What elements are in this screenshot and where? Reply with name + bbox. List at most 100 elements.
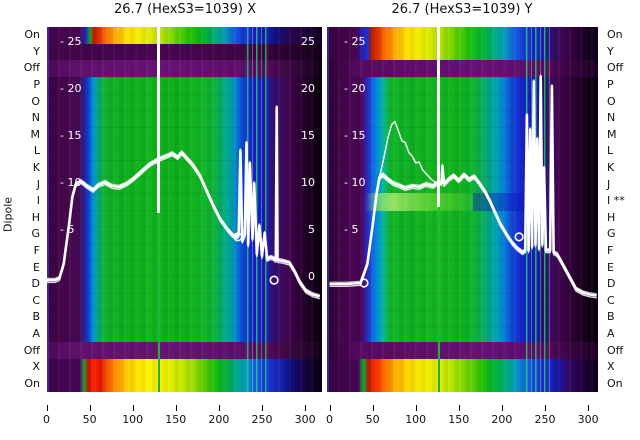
row-label: B xyxy=(32,310,40,324)
marker-circle xyxy=(269,275,279,285)
plot-title-left: 26.7 (HexS3=1039) X xyxy=(114,2,256,17)
row-label: M xyxy=(30,127,41,141)
x-tick-mark xyxy=(501,405,503,411)
inner-tick-label: - 25 xyxy=(344,35,366,48)
cursor-line-white xyxy=(437,27,440,207)
curve-path xyxy=(329,74,597,295)
marker-circle xyxy=(359,278,369,288)
inner-tick-label: - 15 xyxy=(344,129,366,142)
inner-tick-label: - 5 xyxy=(344,223,359,236)
heatmap-plot-y: - 25 - 20 - 15 - 10 - 5 xyxy=(327,27,598,392)
noise-stripe-zone xyxy=(247,27,269,392)
inner-tick-label: 20 xyxy=(301,82,315,95)
x-tick-label: 0 xyxy=(326,413,333,426)
x-tick-label: 0 xyxy=(43,413,50,426)
row-label: Off xyxy=(23,343,40,357)
x-tick-mark xyxy=(372,405,374,411)
row-label: Off xyxy=(607,61,624,75)
heatmap-bottom-stripe xyxy=(47,359,322,392)
row-label: K xyxy=(607,161,615,175)
x-tick-mark xyxy=(415,405,417,411)
inner-tick-label: 0 xyxy=(308,270,315,283)
row-label: I xyxy=(36,194,40,208)
x-tick-mark xyxy=(458,405,460,411)
row-label: A xyxy=(607,326,615,340)
row-label: B xyxy=(607,310,615,324)
inner-tick-label: - 25 xyxy=(60,35,82,48)
row-labels-right: On Y Off P O N M L K J I ** H G F E D C B A Off X On xyxy=(607,0,640,440)
row-label: H xyxy=(607,210,616,224)
x-tick-label: 100 xyxy=(122,413,144,426)
row-label: N xyxy=(607,111,616,125)
x-tick-mark xyxy=(588,405,590,411)
row-label: D xyxy=(31,277,40,291)
x-tick-label: 300 xyxy=(577,413,599,426)
profile-curve-svg xyxy=(329,74,597,299)
curve-path xyxy=(47,108,320,300)
heatmap-plot-x: - 25- 20- 15- 10- 5 25 20 15 10 5 0 xyxy=(47,27,322,392)
x-tick-label: 150 xyxy=(448,413,470,426)
row-label: C xyxy=(32,293,40,307)
row-label: G xyxy=(607,227,616,241)
curve-path xyxy=(47,104,320,296)
x-tick-label: 100 xyxy=(405,413,427,426)
inner-tick-label: 5 xyxy=(308,223,315,236)
curve-path xyxy=(329,78,597,299)
inner-tick-label: 25 xyxy=(301,35,315,48)
profile-curve-svg xyxy=(47,104,321,300)
row-label: E xyxy=(607,260,614,274)
row-label: M xyxy=(607,127,617,141)
row-label: L xyxy=(607,144,614,158)
heatmap-bottom-stripe xyxy=(327,359,598,392)
row-label: Off xyxy=(607,343,624,357)
x-tick-label: 150 xyxy=(165,413,187,426)
curve-path xyxy=(378,120,442,185)
x-tick-mark xyxy=(305,405,307,411)
row-label: Y xyxy=(607,44,614,58)
row-label: On xyxy=(607,376,623,390)
x-tick-mark xyxy=(132,405,134,411)
inner-tick-label: - 5 xyxy=(60,223,75,236)
row-label: Y xyxy=(33,44,40,58)
x-tick-label: 50 xyxy=(82,413,97,426)
x-tick-mark xyxy=(329,405,331,411)
row-label: X xyxy=(607,360,615,374)
row-label: I ** xyxy=(607,194,625,208)
row-label: D xyxy=(607,277,616,291)
bright-row-band xyxy=(365,193,487,211)
x-tick-mark xyxy=(218,405,220,411)
x-tick-mark xyxy=(46,405,48,411)
x-tick-label: 50 xyxy=(365,413,380,426)
inner-tick-label: 15 xyxy=(301,129,315,142)
x-tick-mark xyxy=(175,405,177,411)
marker-circle xyxy=(514,232,524,242)
x-tick-label: 250 xyxy=(534,413,556,426)
row-label: G xyxy=(31,227,40,241)
x-tick-label: 300 xyxy=(294,413,316,426)
row-label: L xyxy=(33,144,40,158)
row-label: A xyxy=(32,326,40,340)
heatmap-top-stripe xyxy=(327,27,598,60)
inner-tick-label: 10 xyxy=(301,176,315,189)
row-label: N xyxy=(31,111,40,125)
row-labels-left: On Y Off P O N M L K J I H G F E D C B A Off X On xyxy=(0,0,40,440)
edge-highlight xyxy=(327,27,329,392)
row-label: P xyxy=(607,78,614,92)
row-label: F xyxy=(607,243,614,257)
curve-path xyxy=(47,106,321,298)
x-tick-label: 200 xyxy=(208,413,230,426)
inner-tick-label: - 20 xyxy=(344,82,366,95)
row-label: P xyxy=(33,78,40,92)
edge-highlight xyxy=(47,27,49,392)
inner-tick-label: - 15 xyxy=(60,129,82,142)
x-tick-mark xyxy=(262,405,263,411)
row-label: X xyxy=(32,360,40,374)
row-label: O xyxy=(31,94,40,108)
row-label: C xyxy=(607,293,615,307)
inner-tick-label: - 10 xyxy=(344,176,366,189)
row-label: H xyxy=(31,210,40,224)
row-label: On xyxy=(607,28,623,42)
row-label: On xyxy=(24,376,40,390)
row-label: K xyxy=(32,161,40,175)
